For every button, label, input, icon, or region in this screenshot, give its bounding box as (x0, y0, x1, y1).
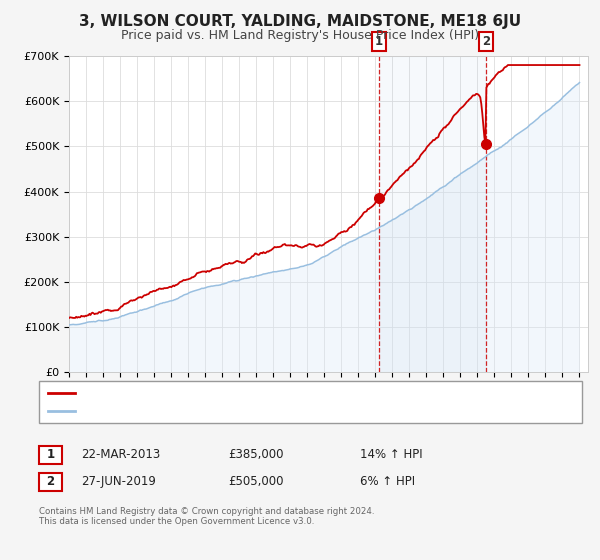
Text: 3, WILSON COURT, YALDING, MAIDSTONE, ME18 6JU: 3, WILSON COURT, YALDING, MAIDSTONE, ME1… (79, 14, 521, 29)
Text: 3, WILSON COURT, YALDING, MAIDSTONE, ME18 6JU (detached house): 3, WILSON COURT, YALDING, MAIDSTONE, ME1… (80, 388, 445, 398)
Text: 2: 2 (482, 35, 490, 48)
Text: HPI: Average price, detached house, Maidstone: HPI: Average price, detached house, Maid… (80, 406, 326, 416)
Text: 6% ↑ HPI: 6% ↑ HPI (360, 475, 415, 488)
Text: 14% ↑ HPI: 14% ↑ HPI (360, 448, 422, 461)
Text: £505,000: £505,000 (228, 475, 284, 488)
Bar (379, 56, 486, 372)
Text: 27-JUN-2019: 27-JUN-2019 (81, 475, 156, 488)
Text: £385,000: £385,000 (228, 448, 284, 461)
Text: Contains HM Land Registry data © Crown copyright and database right 2024.
This d: Contains HM Land Registry data © Crown c… (39, 507, 374, 526)
Text: 1: 1 (375, 35, 383, 48)
Text: 22-MAR-2013: 22-MAR-2013 (81, 448, 160, 461)
Text: 1: 1 (46, 448, 55, 461)
Text: 2: 2 (46, 475, 55, 488)
Text: Price paid vs. HM Land Registry's House Price Index (HPI): Price paid vs. HM Land Registry's House … (121, 29, 479, 42)
